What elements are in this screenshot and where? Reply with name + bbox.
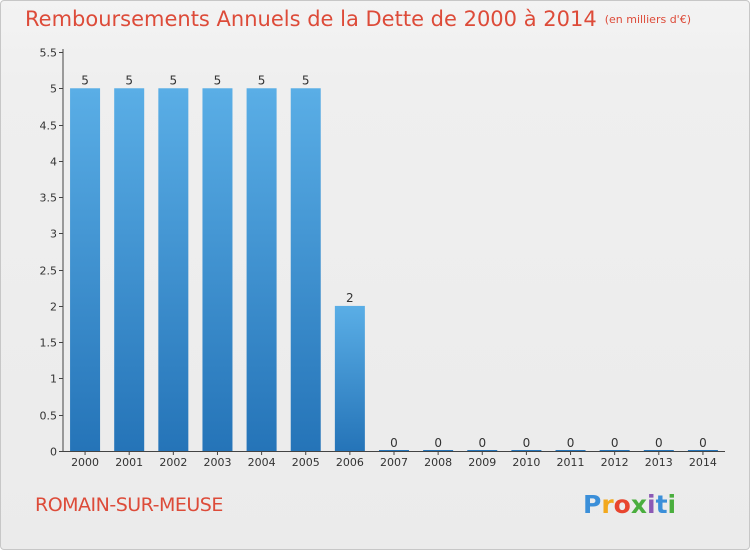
bar-value-label: 0 <box>434 436 442 450</box>
x-tick-label: 2000 <box>71 456 99 469</box>
logo-letter: i <box>667 490 677 519</box>
y-tick-label: 0.5 <box>40 410 58 423</box>
logo-letter: P <box>583 490 602 519</box>
x-tick-label: 2003 <box>203 456 231 469</box>
y-tick-label: 3 <box>50 228 57 241</box>
bar-value-label: 5 <box>258 73 266 87</box>
bar <box>467 450 498 451</box>
bar <box>158 88 189 451</box>
bars <box>70 88 718 451</box>
bar <box>290 88 321 451</box>
bar-value-label: 5 <box>170 73 178 87</box>
bar-value-label: 0 <box>699 436 707 450</box>
x-tick-label: 2009 <box>468 456 496 469</box>
x-tick-label: 2012 <box>601 456 629 469</box>
chart-title-unit: (en milliers d'€) <box>604 13 691 26</box>
bar-value-label: 0 <box>611 436 619 450</box>
x-tick-label: 2001 <box>115 456 143 469</box>
bar <box>555 450 586 451</box>
x-tick-label: 2008 <box>424 456 452 469</box>
bar <box>70 88 101 451</box>
x-tick-label: 2005 <box>292 456 320 469</box>
bar-value-label: 0 <box>567 436 575 450</box>
x-tick-label: 2011 <box>557 456 585 469</box>
bar <box>246 88 277 451</box>
x-tick-label: 2002 <box>159 456 187 469</box>
y-tick-label: 3.5 <box>40 192 58 205</box>
bar <box>379 450 409 451</box>
bar-value-label: 2 <box>346 291 354 305</box>
y-tick-label: 0 <box>50 446 57 459</box>
x-tick-label: 2004 <box>248 456 276 469</box>
y-tick-label: 4.5 <box>40 120 58 133</box>
bar-value-label: 0 <box>478 436 486 450</box>
y-tick-label: 2.5 <box>40 265 58 278</box>
logo-letter: o <box>613 490 631 519</box>
bar-value-label: 0 <box>390 436 398 450</box>
x-tick-label: 2007 <box>380 456 408 469</box>
bar <box>687 450 718 451</box>
y-tick-label: 1.5 <box>40 337 58 350</box>
y-axis: 0 0.5 1 1.5 2 2.5 3 3.5 4 4.5 5 5.5 <box>40 47 64 459</box>
bar <box>423 450 454 451</box>
place-name: ROMAIN-SUR-MEUSE <box>35 494 223 516</box>
x-tick-label: 2010 <box>512 456 540 469</box>
bar <box>599 450 630 451</box>
bar-value-label: 5 <box>81 73 89 87</box>
bar <box>114 88 145 451</box>
value-labels: 5 5 5 5 5 5 2 0 0 0 0 0 0 0 0 <box>81 73 707 450</box>
logo-letter: i <box>647 490 656 519</box>
bar <box>202 88 233 451</box>
bar <box>511 450 542 451</box>
bar-value-label: 5 <box>302 73 310 87</box>
logo-letter: t <box>655 490 668 519</box>
bar-value-label: 0 <box>655 436 663 450</box>
y-tick-label: 1 <box>50 373 57 386</box>
x-axis: 2000 2001 2002 2003 2004 2005 2006 2007 2008 2009… <box>63 451 725 469</box>
bar-value-label: 5 <box>125 73 133 87</box>
chart-title: Remboursements Annuels de la Dette de 20… <box>25 7 691 31</box>
proxiti-logo[interactable]: Proxiti <box>583 490 676 519</box>
y-tick-label: 5.5 <box>40 47 58 60</box>
y-tick-label: 4 <box>50 156 57 169</box>
y-tick-label: 2 <box>50 301 57 314</box>
bar-value-label: 0 <box>523 436 531 450</box>
x-tick-label: 2013 <box>645 456 673 469</box>
bar-chart: 00.511.522.533.544.555.5 5 5 5 5 5 520 0 0 0 0 0 0 0… <box>40 47 725 469</box>
bar-value-label: 5 <box>214 73 222 87</box>
y-tick-label: 5 <box>50 83 57 96</box>
bar <box>643 450 674 451</box>
x-tick-label: 2014 <box>689 456 717 469</box>
x-tick-label: 2006 <box>336 456 364 469</box>
bar <box>334 305 365 451</box>
chart-title-main: Remboursements Annuels de la Dette de 20… <box>25 7 597 31</box>
logo-letter: r <box>601 490 614 519</box>
logo-letter: x <box>630 490 647 519</box>
